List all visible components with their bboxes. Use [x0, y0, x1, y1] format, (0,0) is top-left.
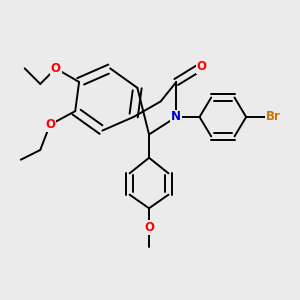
- Text: O: O: [144, 221, 154, 234]
- Text: Br: Br: [266, 110, 281, 124]
- Text: O: O: [196, 60, 206, 73]
- Text: N: N: [171, 110, 181, 124]
- Text: O: O: [45, 118, 55, 131]
- Text: O: O: [51, 62, 61, 75]
